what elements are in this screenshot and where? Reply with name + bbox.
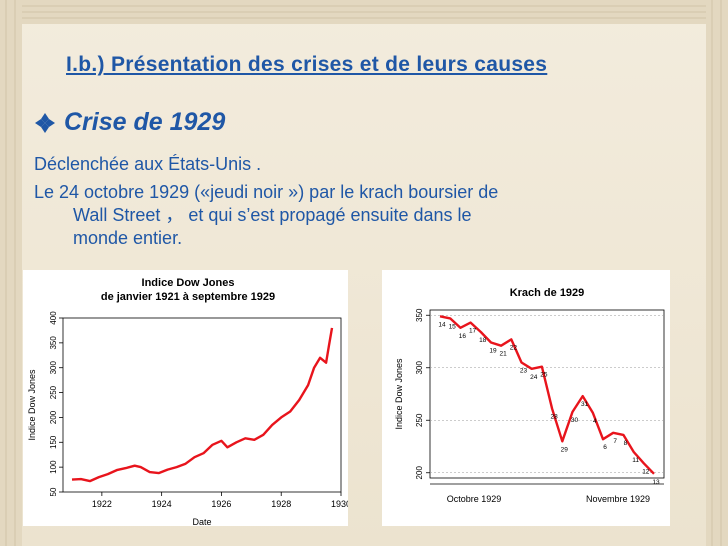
x-axis-label: Date bbox=[192, 517, 211, 526]
y-tick-label: 200 bbox=[49, 410, 58, 424]
body-line-1: Déclenchée aux États-Unis . bbox=[34, 154, 262, 174]
slide-subtitle: Crise de 1929 bbox=[64, 108, 226, 136]
y-tick-label: 50 bbox=[49, 487, 58, 496]
x-tick-label: Novembre 1929 bbox=[586, 494, 650, 504]
data-label-day: 13 bbox=[652, 479, 660, 486]
y-tick-label: 300 bbox=[49, 360, 58, 374]
data-label-day: 18 bbox=[479, 337, 487, 344]
data-label-day: 14 bbox=[438, 321, 446, 328]
y-tick-label: 350 bbox=[49, 336, 58, 350]
x-tick-label: 1922 bbox=[92, 499, 112, 509]
y-axis-label: Indice Dow Jones bbox=[394, 358, 404, 430]
diamond-bullet-icon bbox=[35, 112, 55, 133]
y-tick-label: 350 bbox=[415, 308, 424, 322]
chart-dow-jones: Indice Dow Jones de janvier 1921 à septem… bbox=[27, 277, 351, 527]
data-label-day: 11 bbox=[632, 457, 639, 464]
y-tick-label: 100 bbox=[49, 460, 58, 474]
body-line-3: Wall Street ， et qui s’est propagé ensui… bbox=[73, 205, 472, 225]
data-label-day: 16 bbox=[459, 333, 467, 340]
chart-dow-jones-card: Indice Dow Jones de janvier 1921 à septem… bbox=[23, 270, 351, 527]
slide-title: I.b.) Présentation des crises et de leur… bbox=[66, 53, 548, 76]
plot-frame bbox=[62, 317, 342, 493]
data-label-day: 19 bbox=[489, 348, 497, 355]
data-label-day: 22 bbox=[510, 344, 518, 351]
chart-title: Indice Dow Jones bbox=[142, 277, 235, 289]
data-label-day: 29 bbox=[561, 446, 569, 453]
data-label-day: 12 bbox=[642, 468, 650, 475]
chart-subtitle: de janvier 1921 à septembre 1929 bbox=[101, 291, 275, 303]
chart-krach-card: Krach de 1929 200 250 300 350 Indice Dow Jone… bbox=[382, 270, 670, 526]
data-label-day: 6 bbox=[603, 444, 607, 451]
data-label-day: 31 bbox=[581, 401, 589, 408]
x-tick-label: 1928 bbox=[271, 499, 291, 509]
plot-frame bbox=[429, 309, 665, 479]
x-tick-label: 1924 bbox=[152, 499, 172, 509]
series-line-krach bbox=[439, 315, 655, 475]
data-label-day: 28 bbox=[550, 414, 558, 421]
bullet-heading: Crise de 1929 bbox=[34, 108, 225, 137]
decorative-border-left bbox=[0, 0, 22, 546]
chart-krach-1929: Krach de 1929 200 250 300 350 Indice Dow Jone… bbox=[394, 287, 665, 504]
y-tick-label: 200 bbox=[415, 466, 424, 480]
x-tick-label: 1926 bbox=[211, 499, 231, 509]
y-tick-label: 250 bbox=[49, 385, 58, 399]
data-label-day: 24 bbox=[530, 374, 538, 381]
data-label-day: 8 bbox=[624, 440, 628, 447]
series-line-dow-jones bbox=[71, 327, 334, 483]
data-label-day: 21 bbox=[500, 351, 508, 358]
chart-title: Krach de 1929 bbox=[510, 287, 585, 299]
body-line-4: monde entier. bbox=[73, 228, 183, 248]
body-line-2: Le 24 octobre 1929 («jeudi noir ») par l… bbox=[34, 182, 499, 202]
data-label-day: 15 bbox=[449, 323, 457, 330]
data-label-day: 7 bbox=[613, 438, 617, 445]
y-tick-label: 300 bbox=[415, 361, 424, 375]
y-tick-label: 250 bbox=[415, 413, 424, 427]
x-tick-label: Octobre 1929 bbox=[447, 494, 502, 504]
data-label-day: 23 bbox=[520, 368, 528, 375]
data-label-day: 4 bbox=[593, 418, 597, 425]
data-label-day: 25 bbox=[540, 372, 548, 379]
x-tick-label: 1930 bbox=[331, 499, 348, 509]
y-tick-label: 400 bbox=[49, 311, 58, 325]
y-tick-label: 150 bbox=[49, 435, 58, 449]
data-label-day: 30 bbox=[571, 417, 579, 424]
y-axis-label: Indice Dow Jones bbox=[27, 369, 37, 441]
decorative-border-right bbox=[706, 0, 728, 546]
data-label-day: 17 bbox=[469, 328, 477, 335]
decorative-border-top bbox=[0, 0, 728, 24]
